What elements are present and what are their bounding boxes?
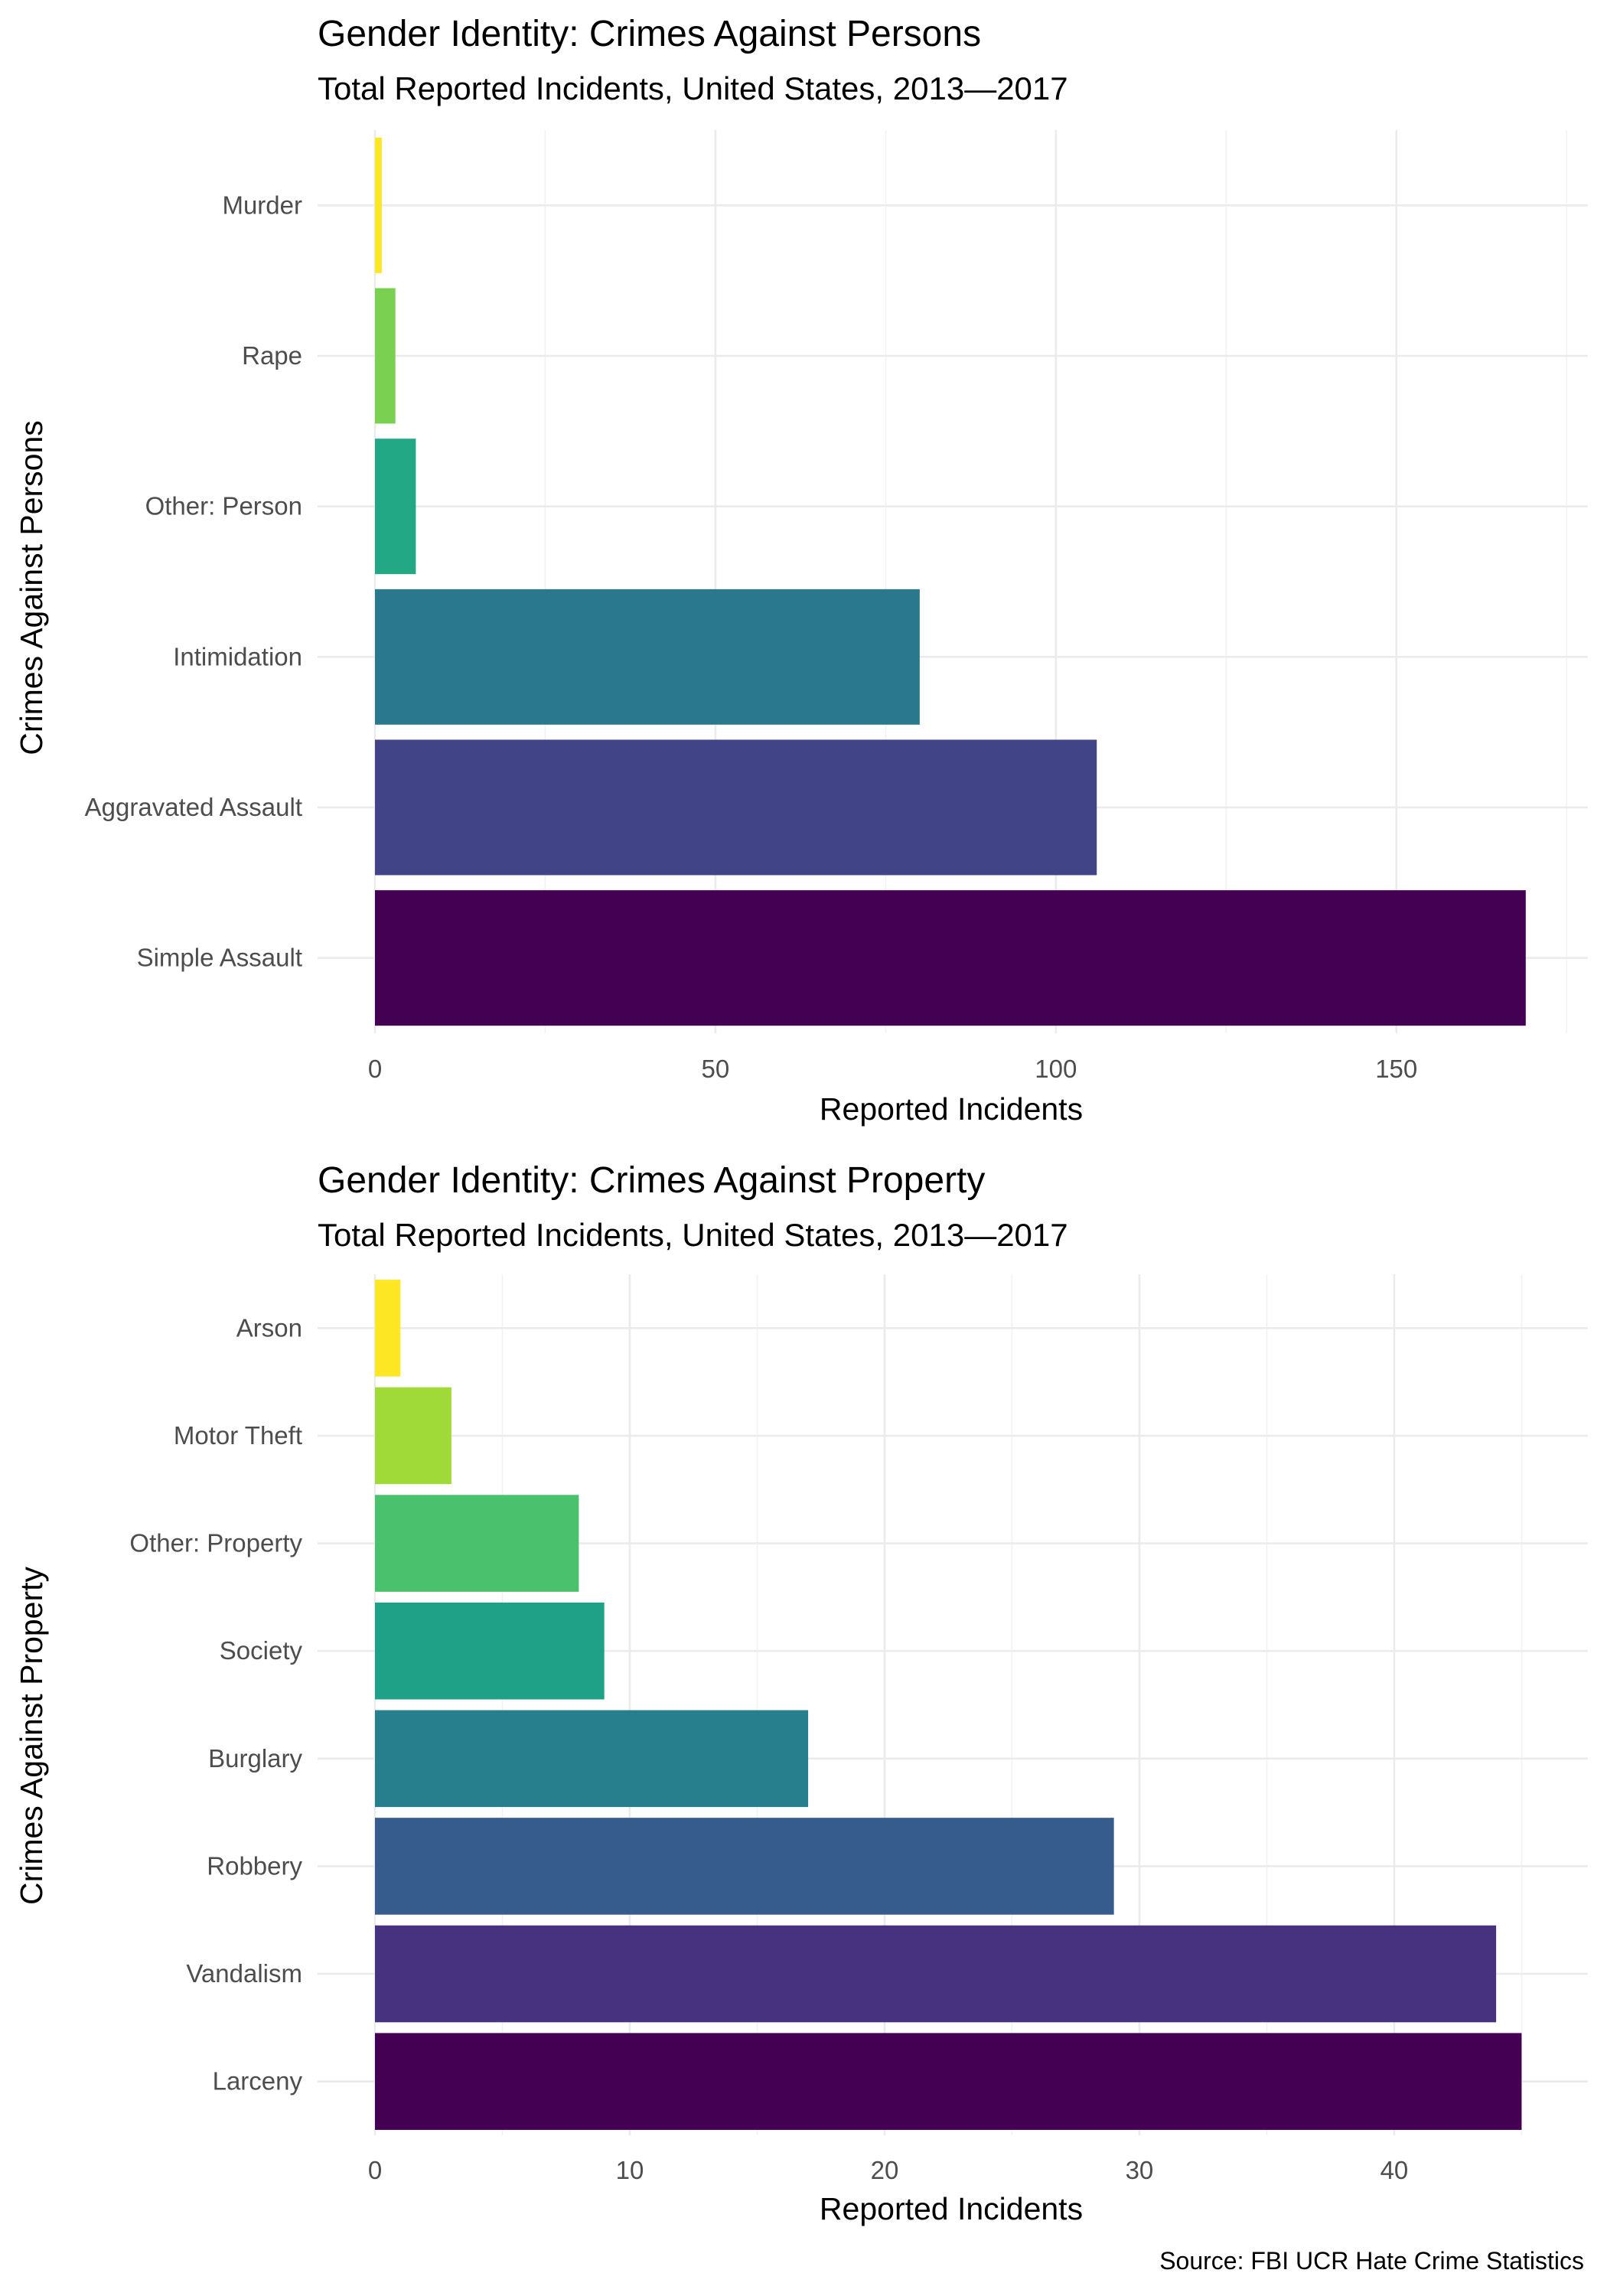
category-label: Motor Theft <box>174 1421 302 1450</box>
category-label: Other: Property <box>129 1529 302 1557</box>
chart-title: Gender Identity: Crimes Against Persons <box>318 14 981 54</box>
property-chart-panel: Gender Identity: Crimes Against Property… <box>14 1160 1588 2226</box>
bar <box>375 439 416 575</box>
category-label: Simple Assault <box>137 944 302 972</box>
bar <box>375 589 920 725</box>
chart-subtitle: Total Reported Incidents, United States,… <box>318 70 1068 106</box>
chart-subtitle: Total Reported Incidents, United States,… <box>318 1217 1068 1253</box>
bar <box>375 739 1097 876</box>
bar <box>375 1925 1497 2023</box>
x-tick-label: 100 <box>1035 1055 1077 1083</box>
x-tick-label: 30 <box>1126 2156 1154 2184</box>
x-tick-label: 10 <box>616 2156 644 2184</box>
x-tick-label: 0 <box>368 2156 382 2184</box>
persons-chart-panel: Gender Identity: Crimes Against Persons … <box>14 14 1588 1127</box>
category-label: Aggravated Assault <box>85 793 302 821</box>
bar <box>375 1280 401 1377</box>
bar <box>375 1602 605 1700</box>
bar-group <box>375 1280 1522 2130</box>
bar <box>375 2033 1522 2130</box>
x-tick-labels: 0 50 100 150 <box>368 1055 1417 1083</box>
bar <box>375 1710 809 1808</box>
category-label: Arson <box>236 1313 302 1342</box>
category-label: Society <box>220 1636 303 1665</box>
x-tick-label: 150 <box>1375 1055 1417 1083</box>
category-label: Robbery <box>207 1851 302 1880</box>
bar <box>375 288 396 424</box>
source-caption: Source: FBI UCR Hate Crime Statistics <box>1159 2247 1584 2275</box>
category-label: Burglary <box>208 1744 302 1773</box>
x-tick-labels: 0 10 20 30 40 <box>368 2156 1408 2184</box>
bar-group <box>375 137 1526 1026</box>
category-label: Murder <box>222 191 302 219</box>
bar <box>375 137 382 273</box>
category-label: Intimidation <box>173 642 302 670</box>
category-labels: Murder Rape Other: Person Intimidation Aggra… <box>85 191 302 971</box>
y-axis-title: Crimes Against Property <box>14 1566 49 1905</box>
x-tick-label: 40 <box>1380 2156 1409 2184</box>
x-tick-label: 0 <box>368 1055 382 1083</box>
category-label: Larceny <box>213 2067 303 2095</box>
bar <box>375 1818 1114 1915</box>
bar <box>375 1495 579 1592</box>
category-label: Rape <box>242 341 302 370</box>
x-tick-label: 50 <box>702 1055 730 1083</box>
category-labels: Arson Motor Theft Other: Property Society Bu… <box>129 1313 302 2095</box>
bar <box>375 890 1526 1026</box>
category-label: Other: Person <box>145 492 302 520</box>
y-axis-title: Crimes Against Persons <box>14 420 49 755</box>
chart-title: Gender Identity: Crimes Against Property <box>318 1160 985 1201</box>
bar <box>375 1387 451 1485</box>
x-tick-label: 20 <box>871 2156 899 2184</box>
x-axis-title: Reported Incidents <box>820 1091 1083 1127</box>
x-axis-title: Reported Incidents <box>820 2191 1083 2226</box>
category-label: Vandalism <box>186 1959 302 1988</box>
